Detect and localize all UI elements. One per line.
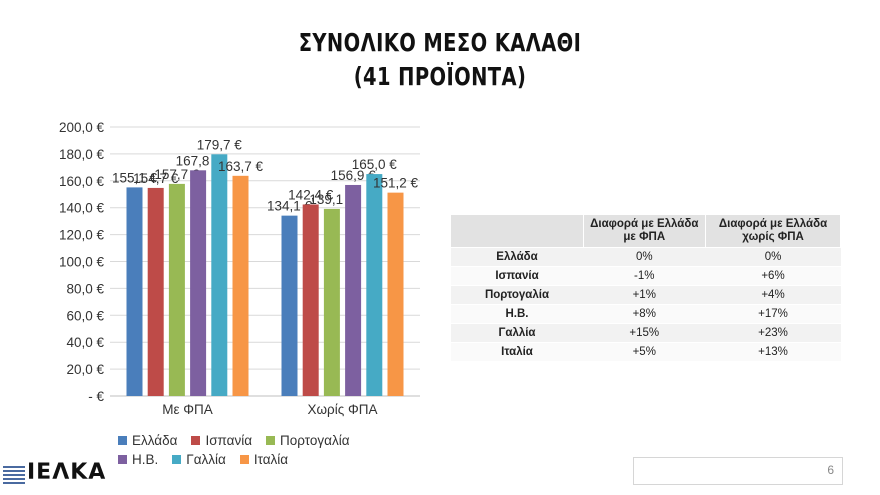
with-vat-cell: +8% — [583, 304, 706, 324]
page-number: 6 — [827, 463, 834, 477]
y-tick-label: 60,0 € — [66, 308, 104, 323]
y-tick-label: 180,0 € — [59, 147, 105, 162]
slide-title: ΣΥΝΟΛΙΚΟ ΜΕΣΟ ΚΑΛΑΘΙ (41 ΠΡΟΪΟΝΤΑ) — [97, 26, 783, 94]
ielka-logo: ΙΕΛΚΑ — [0, 452, 105, 490]
x-tick-label: Χωρίς ΦΠΑ — [307, 402, 377, 417]
y-tick-label: 80,0 € — [66, 281, 104, 296]
data-label: 154,7 € — [133, 171, 179, 186]
data-label: 165,0 € — [352, 157, 398, 172]
data-label: 167,8 € — [176, 153, 222, 168]
bar — [387, 192, 404, 396]
country-cell: Ελλάδα — [451, 247, 583, 267]
legend-row: Ελλάδα Ισπανία Πορτογαλία — [118, 433, 378, 448]
without-vat-cell: +13% — [705, 342, 841, 362]
with-vat-cell: -1% — [583, 266, 706, 286]
data-label: 163,7 € — [218, 159, 264, 174]
bar — [323, 208, 340, 396]
legend-swatch — [266, 436, 276, 445]
legend-row: Η.Β. Γαλλία Ιταλία — [118, 452, 378, 467]
without-vat-cell: +6% — [705, 266, 841, 286]
data-label: 139,1 € — [309, 192, 355, 207]
table-row: Η.Β. +8% +17% — [451, 304, 841, 324]
legend-item-portugal: Πορτογαλία — [266, 433, 350, 448]
country-cell: Ισπανία — [451, 266, 583, 286]
data-label: 142,4 € — [288, 187, 334, 202]
legend-item-france: Γαλλία — [172, 452, 226, 467]
bar — [126, 187, 143, 396]
legend-swatch — [172, 455, 182, 464]
y-tick-label: 20,0 € — [66, 362, 104, 377]
table-row: Ισπανία -1% +6% — [451, 266, 841, 286]
y-tick-label: 200,0 € — [59, 120, 105, 135]
difference-table: Διαφορά με Ελλάδα με ΦΠΑ Διαφορά με Ελλά… — [451, 215, 841, 362]
legend-item-uk: Η.Β. — [118, 452, 158, 467]
y-tick-label: 140,0 € — [59, 201, 105, 216]
legend-swatch — [239, 455, 249, 464]
title-line-1: ΣΥΝΟΛΙΚΟ ΜΕΣΟ ΚΑΛΑΘΙ — [298, 28, 582, 57]
legend-label: Γαλλία — [186, 452, 226, 467]
country-cell: Πορτογαλία — [451, 285, 583, 305]
logo-text: ΙΕΛΚΑ — [27, 460, 107, 485]
footer-box: 6 — [633, 457, 843, 485]
table-header-without-vat: Διαφορά με Ελλάδα χωρίς ΦΠΑ — [705, 215, 841, 248]
without-vat-cell: +23% — [705, 323, 841, 343]
data-label: 157,7 € — [154, 167, 200, 182]
x-tick-label: Με ΦΠΑ — [162, 402, 213, 417]
legend-swatch — [118, 455, 127, 464]
bar — [190, 170, 207, 396]
bar — [302, 204, 319, 396]
bar — [147, 187, 164, 396]
legend-item-greece: Ελλάδα — [118, 433, 177, 448]
without-vat-cell: 0% — [705, 247, 841, 267]
y-tick-label: 40,0 € — [66, 335, 104, 350]
table-row: Ιταλία +5% +13% — [451, 342, 841, 362]
legend-swatch — [191, 436, 201, 445]
table-row: Πορτογαλία +1% +4% — [451, 285, 841, 305]
legend-swatch — [118, 436, 127, 445]
bar — [281, 215, 298, 396]
table-row: Γαλλία +15% +23% — [451, 323, 841, 343]
table-header-row: Διαφορά με Ελλάδα με ΦΠΑ Διαφορά με Ελλά… — [451, 215, 841, 248]
table-header-with-vat: Διαφορά με Ελλάδα με ΦΠΑ — [583, 215, 707, 248]
legend-label: Ελλάδα — [132, 433, 178, 448]
y-tick-label: - € — [88, 389, 104, 404]
legend-label: Ιταλία — [253, 452, 289, 467]
without-vat-cell: +4% — [705, 285, 841, 305]
with-vat-cell: +1% — [583, 285, 706, 305]
logo-emblem-icon — [3, 466, 25, 484]
bar — [345, 184, 362, 396]
data-label: 156,9 € — [331, 168, 377, 183]
data-label: 179,7 € — [197, 137, 243, 152]
data-label: 151,2 € — [373, 176, 419, 191]
data-label: 134,1 € — [267, 199, 313, 214]
data-label: 155,1 € — [112, 170, 158, 185]
table-header-blank — [451, 215, 584, 248]
title-line-2: (41 ΠΡΟΪΟΝΤΑ) — [353, 62, 527, 91]
country-cell: Η.Β. — [451, 304, 583, 324]
with-vat-cell: +5% — [583, 342, 706, 362]
y-tick-label: 120,0 € — [59, 228, 105, 243]
bar — [168, 183, 185, 396]
with-vat-cell: 0% — [583, 247, 706, 267]
bar — [211, 154, 228, 396]
without-vat-cell: +17% — [705, 304, 841, 324]
table-row: Ελλάδα 0% 0% — [451, 247, 841, 267]
country-cell: Γαλλία — [451, 323, 583, 343]
legend-label: Ισπανία — [205, 433, 253, 448]
bar — [366, 174, 383, 396]
y-tick-label: 100,0 € — [59, 255, 105, 270]
legend-label: Η.Β. — [132, 452, 159, 467]
with-vat-cell: +15% — [583, 323, 706, 343]
legend-item-italy: Ιταλία — [239, 452, 289, 467]
country-cell: Ιταλία — [451, 342, 583, 362]
chart-legend: Ελλάδα Ισπανία Πορτογαλία Η.Β. Γαλλία Ιτ… — [118, 433, 378, 471]
legend-item-spain: Ισπανία — [191, 433, 252, 448]
bar — [232, 175, 249, 396]
legend-label: Πορτογαλία — [280, 433, 350, 448]
y-tick-label: 160,0 € — [59, 174, 105, 189]
